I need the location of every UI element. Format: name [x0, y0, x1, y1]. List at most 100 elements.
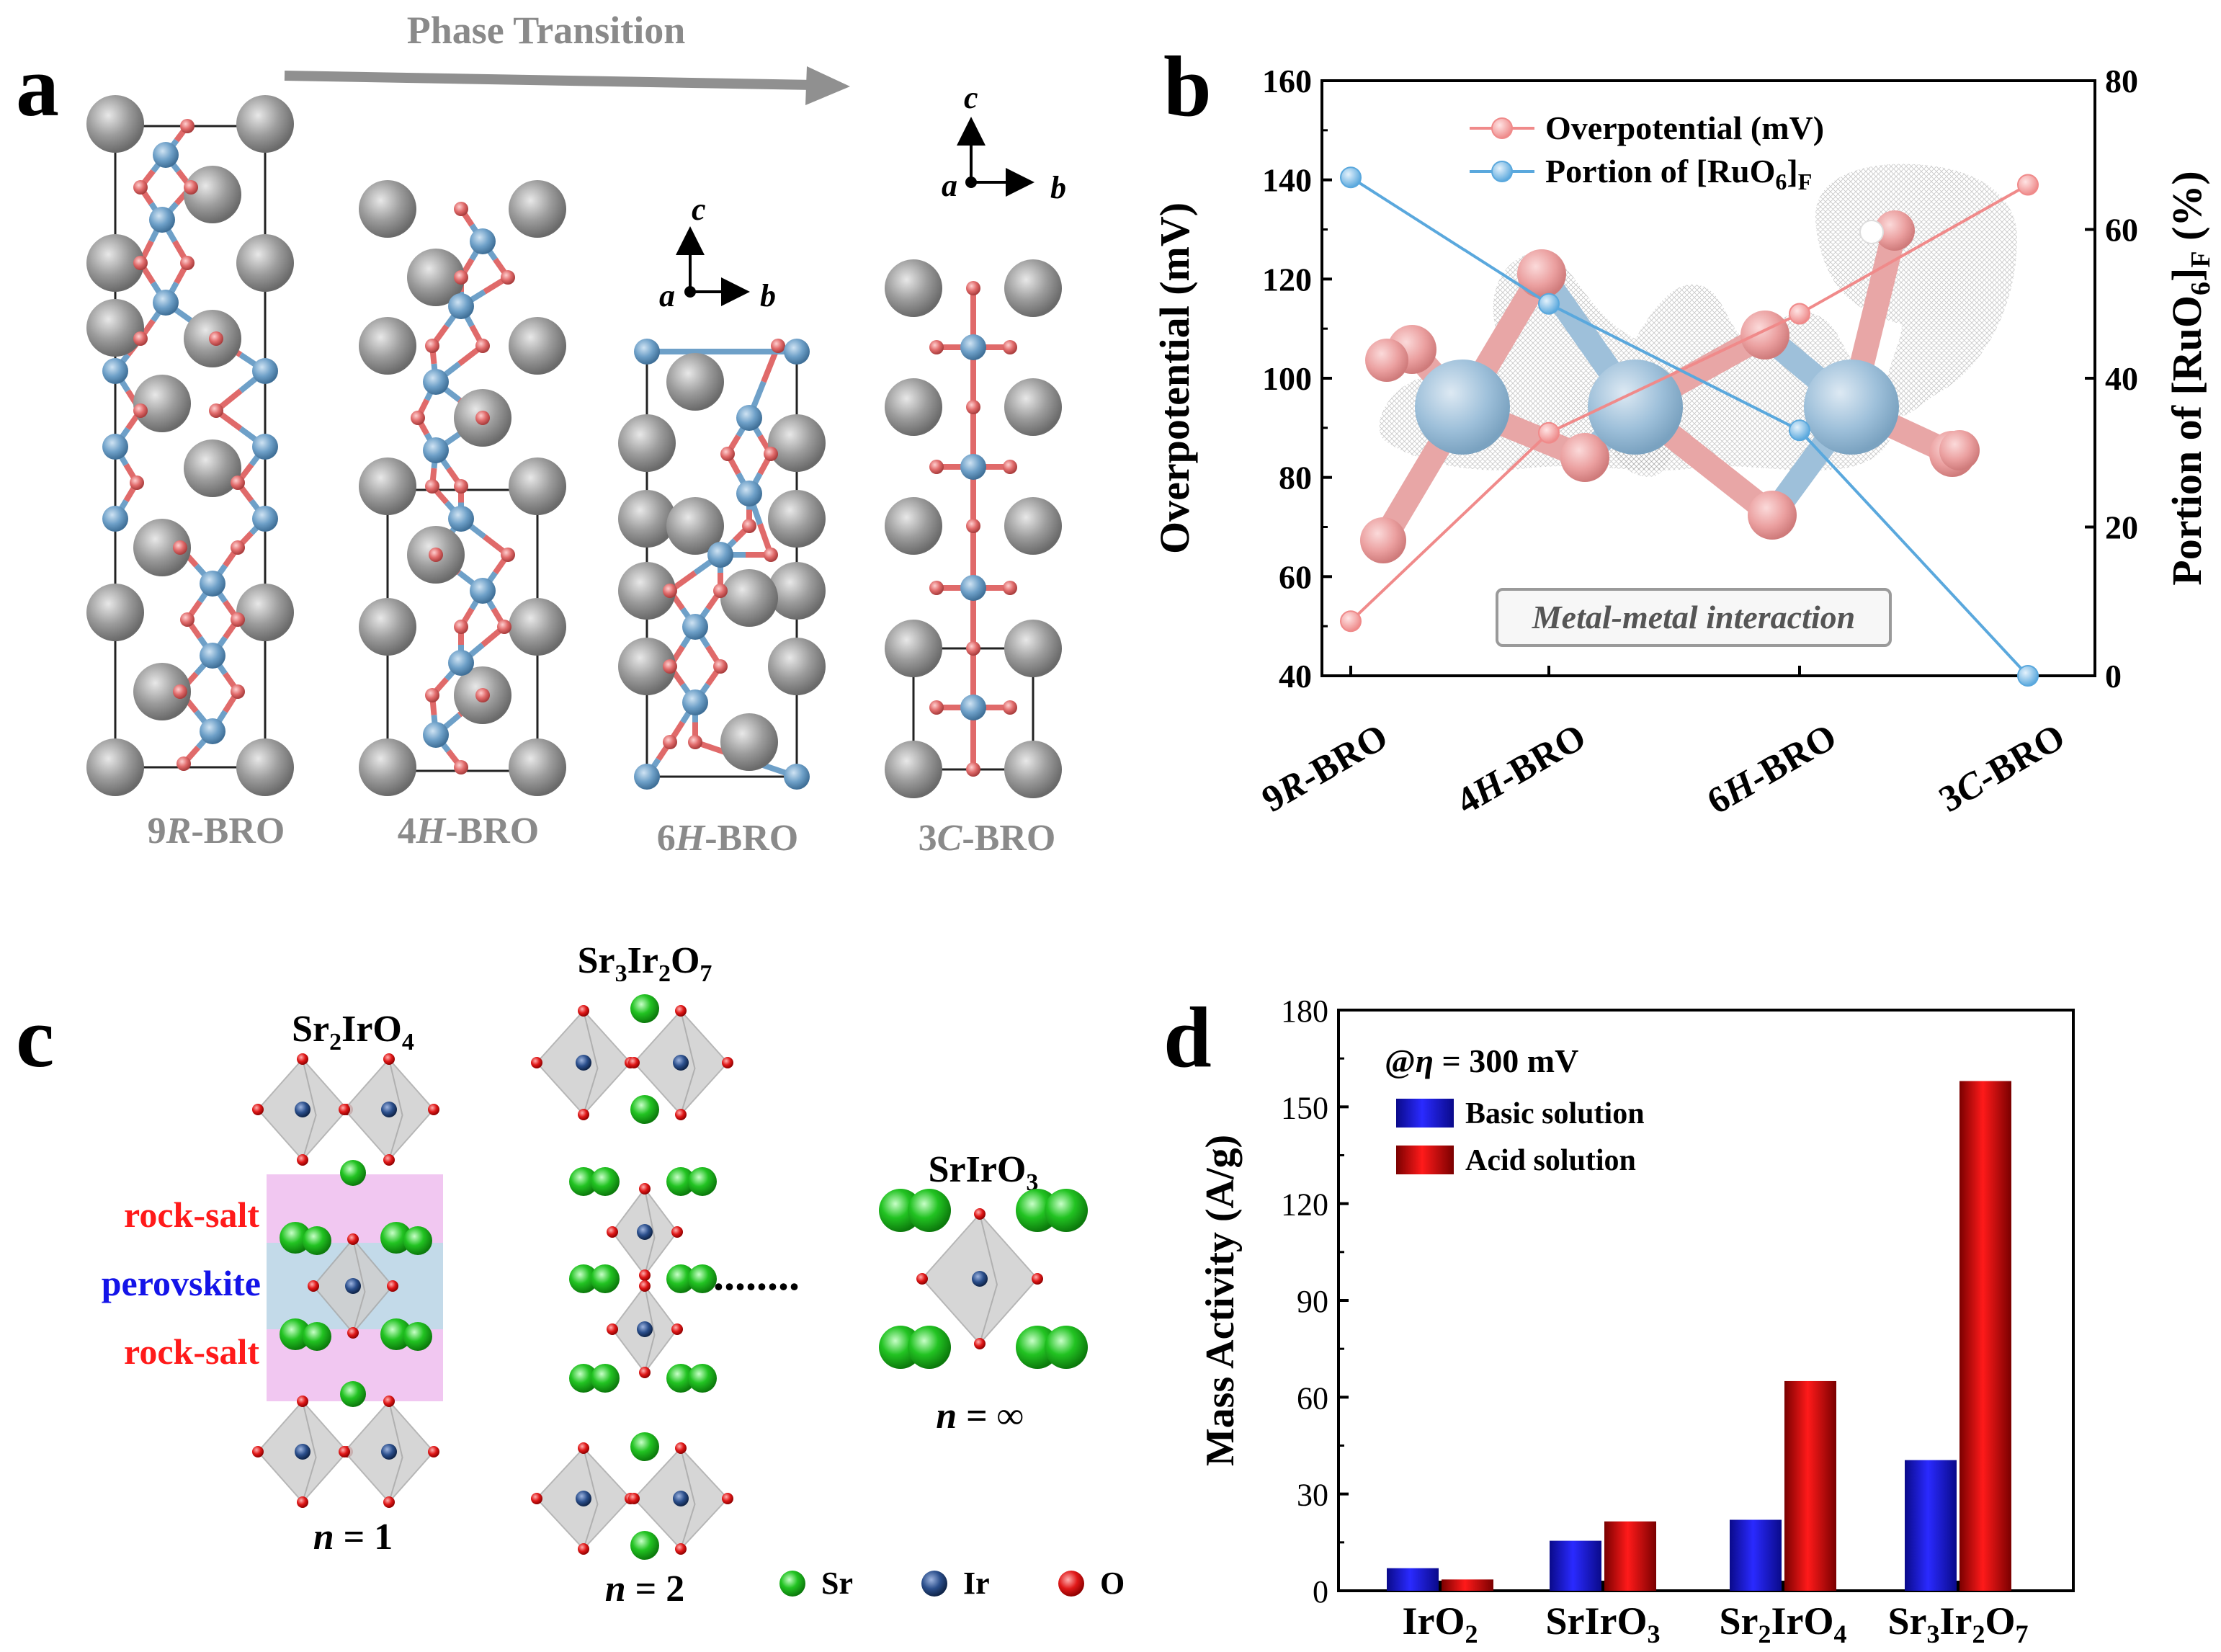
ir-atom	[295, 1102, 310, 1117]
ru-atom	[153, 290, 179, 316]
o-atom	[1003, 700, 1017, 715]
ru-atom	[448, 506, 474, 532]
ru-atom	[200, 571, 225, 597]
o-atom	[966, 762, 980, 777]
sr-atom	[666, 353, 724, 411]
o-atom	[929, 340, 944, 354]
legend-basic-label: Basic solution	[1465, 1097, 1645, 1130]
sr-atom	[885, 259, 942, 317]
tick-label-left: 40	[1279, 658, 1312, 695]
sr-atom	[885, 378, 942, 436]
ir-atom	[576, 1055, 591, 1071]
o-atom	[297, 1396, 308, 1407]
sr-atom	[720, 713, 778, 771]
sr-atom	[630, 994, 659, 1023]
sr-atom	[885, 620, 942, 677]
ruo6-portion-point	[1789, 419, 1810, 442]
sr-atom	[591, 1264, 620, 1293]
overpotential-point	[2017, 174, 2039, 196]
octahedron-edge	[583, 1447, 599, 1550]
tick-label-d: 0	[1313, 1574, 1328, 1609]
o-atom	[133, 256, 148, 270]
o-atom	[454, 270, 468, 285]
o-atom	[663, 735, 677, 749]
annotation-eta: @η = 300 mV	[1385, 1042, 1578, 1079]
o-atom	[176, 756, 191, 771]
o-atom	[347, 1327, 359, 1339]
sr-atom	[666, 1364, 695, 1393]
ir-atom	[576, 1491, 591, 1506]
tick-label-right: 80	[2105, 63, 2138, 99]
overpotential-point	[1789, 303, 1810, 325]
title-sr3ir2o7: Sr3Ir2O7	[578, 940, 712, 987]
sr-atom	[86, 95, 144, 153]
sr-atom	[236, 234, 294, 292]
x-tick-label-sub: 3	[1648, 1620, 1661, 1648]
o-atom	[297, 1154, 308, 1166]
sr-atom	[403, 1226, 432, 1255]
ru-atom	[200, 718, 225, 744]
o-atom	[387, 1280, 398, 1292]
tick-label-left: 60	[1279, 558, 1312, 595]
legend-sr-marker	[779, 1571, 805, 1597]
annotation-eta-symbol: η	[1416, 1042, 1434, 1079]
o-atom	[974, 1338, 986, 1349]
rock-salt-label-bottom: rock-salt	[124, 1331, 259, 1372]
x-tick-label-rest: -BRO	[1491, 716, 1593, 798]
o-atom	[578, 1005, 589, 1017]
sr-atom	[569, 1364, 598, 1393]
octahedron-edge	[680, 1010, 696, 1115]
element-legend: Sr Ir O	[779, 1566, 1125, 1601]
sr-atom	[908, 1189, 951, 1232]
octahedron-edge	[388, 1058, 403, 1161]
structure-label-6h: 6H-BRO	[657, 818, 798, 859]
inset-atoms	[1360, 210, 1980, 563]
x-tick-label-sub: 2	[1972, 1620, 1985, 1648]
ru-atom	[448, 650, 474, 676]
ru-atom	[149, 207, 175, 233]
o-atom	[607, 1226, 618, 1238]
o-atom	[130, 475, 144, 490]
legend-ir-marker	[921, 1571, 947, 1597]
x-tick-label: 6H-BRO	[1700, 716, 1844, 823]
tick-label-d: 30	[1297, 1478, 1328, 1513]
structure-label-4h: 4H-BRO	[398, 811, 539, 852]
y-axis-right-label-part: (%)	[2163, 171, 2210, 251]
octahedron-edge	[352, 1238, 366, 1334]
sr-atom	[86, 584, 144, 641]
structure-3c-bro	[885, 259, 1062, 798]
legend-o-label: O	[1100, 1566, 1125, 1601]
title-sriro3: SrIrO3	[929, 1149, 1039, 1196]
sr-atom	[403, 1322, 432, 1351]
o-atom	[231, 684, 245, 699]
sr-atom	[359, 598, 416, 656]
sr-atom	[280, 1318, 311, 1350]
legend-part: ]	[1787, 153, 1797, 189]
panel-label-c: c	[16, 989, 54, 1085]
o-atom	[133, 403, 148, 418]
o-atom	[475, 688, 490, 702]
octahedron-edge	[680, 1447, 696, 1550]
ir-atom	[295, 1444, 310, 1460]
o-atom	[501, 548, 515, 562]
panel-label-d: d	[1163, 989, 1212, 1085]
o-atom	[713, 584, 728, 598]
legend-sub: F	[1798, 169, 1813, 195]
sr-atom	[86, 738, 144, 796]
ru-atom	[960, 454, 986, 480]
tick-label-d: 180	[1281, 994, 1328, 1029]
sr-atom	[86, 299, 144, 357]
ir-atom	[381, 1102, 397, 1117]
sr-atom	[569, 1264, 598, 1293]
axis-b-3c: b	[1050, 170, 1066, 205]
bar-basic	[1905, 1460, 1957, 1591]
ir-atom	[972, 1271, 988, 1287]
y-axis-right-label-part: Portion of [RuO	[2163, 295, 2210, 586]
sr-atom	[630, 1531, 659, 1560]
ir-atom	[381, 1444, 397, 1460]
panel-b-chart: 40 60 80 100 120 140 160 0 20 40 60 80 Overpotential…	[1151, 63, 2216, 823]
ru-atom	[423, 722, 449, 748]
y-axis-label-d: Mass Activity (A/g)	[1198, 1135, 1243, 1466]
panel-a-crystal-structures: Phase Transition 9R-BRO 4H-BRO 6H-BRO 3C…	[86, 9, 1066, 859]
o-atom	[531, 1493, 542, 1504]
